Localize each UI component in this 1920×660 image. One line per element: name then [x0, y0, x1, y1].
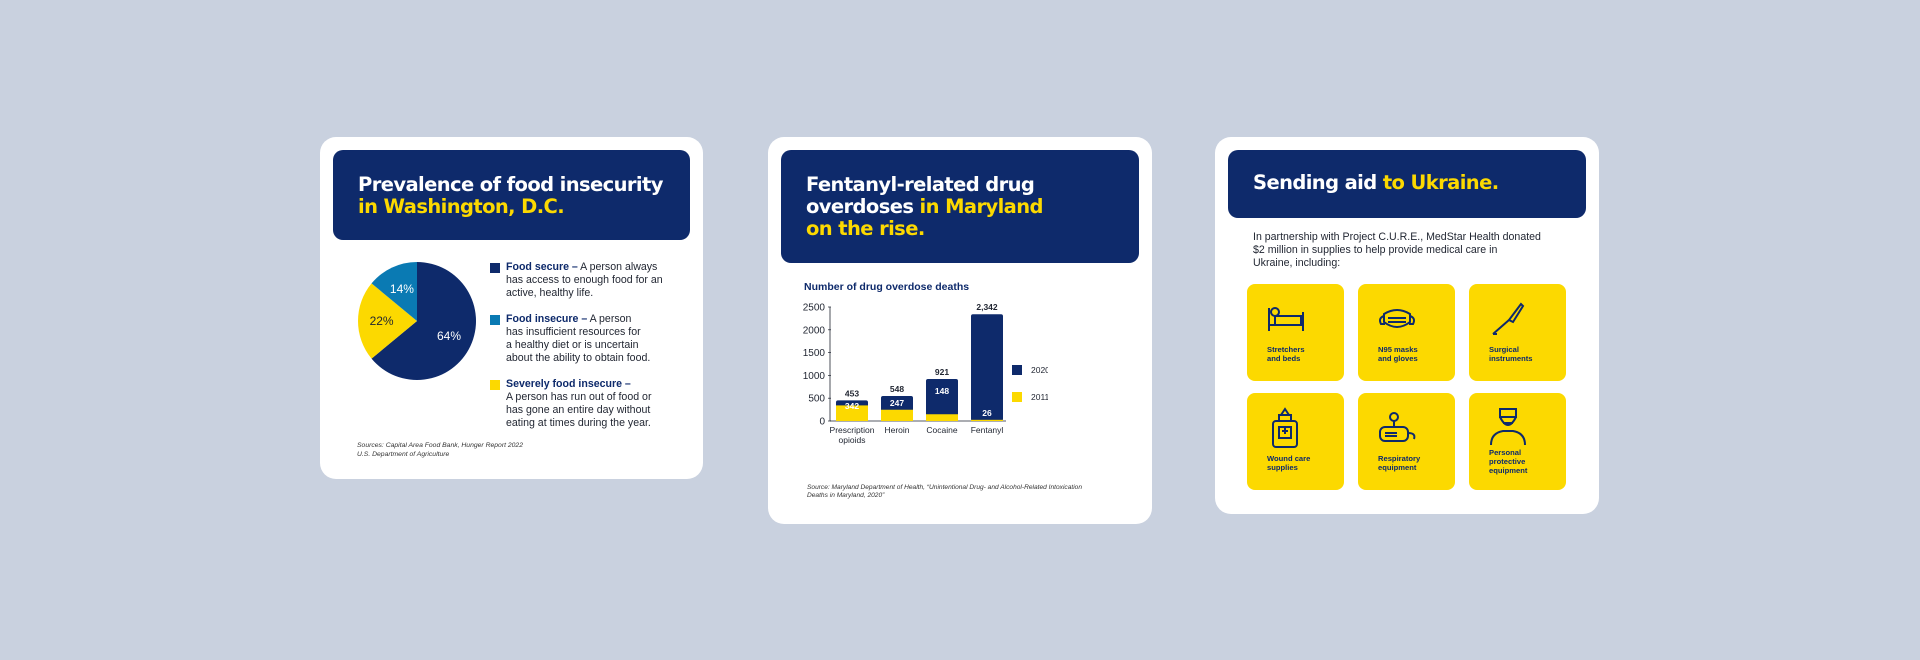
intro-text: In partnership with Project C.U.R.E., Me… [1253, 231, 1541, 269]
mask-icon [1379, 309, 1415, 328]
pie-label-food-insecure: 14% [390, 282, 414, 296]
legend-label-2011: 2011 [1031, 392, 1048, 402]
pie-slice-food-insecure [371, 262, 417, 321]
bar-2011 [971, 419, 1003, 421]
y-tick-label: 500 [808, 394, 825, 405]
bar-chart: 0 500 1000 1500 2000 2500 453 342 Prescriptionop… [803, 302, 1048, 445]
sources-note: Sources: Capital Area Food Bank, Hunger … [357, 442, 523, 458]
card-title: Fentanyl-related drug overdoses in Maryl… [806, 173, 1043, 240]
y-tick-label: 0 [819, 417, 825, 428]
x-tick-label: Heroin [884, 425, 909, 435]
card-banner: Sending aid to Ukraine. [1228, 150, 1586, 218]
value-label-2020: 921 [935, 367, 949, 377]
first-aid-bottle-icon [1272, 407, 1298, 448]
bar-2020 [926, 379, 958, 421]
pie-chart: 64% 22% 14% [358, 262, 476, 380]
legend-swatch-2011 [1012, 392, 1022, 402]
value-label-2011: 26 [982, 408, 992, 418]
bed-icon [1268, 307, 1304, 331]
y-tick-label: 2500 [803, 303, 826, 314]
tile-ppe: Personal protective equipment [1469, 393, 1566, 490]
legend-swatch [490, 315, 500, 325]
tile-surgical-instruments: Surgical instruments [1469, 284, 1566, 381]
bar-2011 [881, 409, 913, 421]
tile-n95-masks: N95 masks and gloves [1358, 284, 1455, 381]
ukraine-aid-card: Sending aid to Ukraine. In partnership w… [1215, 137, 1599, 514]
y-tick-label: 1500 [803, 348, 826, 359]
card-banner: Fentanyl-related drug overdoses in Maryl… [781, 150, 1139, 263]
tile-wound-care: Wound care supplies [1247, 393, 1344, 490]
value-label-2020: 453 [845, 388, 859, 398]
y-tick-label: 2000 [803, 325, 826, 336]
y-tick-label: 1000 [803, 371, 826, 382]
value-label-2011: 247 [890, 398, 904, 408]
pie-slice-severely-food-insecure [358, 283, 417, 359]
legend-swatch [490, 263, 500, 273]
pie-label-severely-food-insecure: 22% [370, 314, 394, 328]
medic-icon [1490, 408, 1526, 446]
pie-label-food-secure: 64% [437, 329, 461, 343]
value-label-2011: 148 [935, 386, 949, 396]
overdose-card: Fentanyl-related drug overdoses in Maryl… [768, 137, 1152, 524]
respirator-icon [1379, 412, 1416, 442]
food-insecurity-card: Prevalence of food insecurity in Washing… [320, 137, 703, 479]
tile-stretchers: Stretchers and beds [1247, 284, 1344, 381]
card-title: Sending aid to Ukraine. [1253, 171, 1499, 194]
bar-2011 [836, 405, 868, 421]
source-note: Source: Maryland Department of Health, “… [807, 484, 1083, 499]
value-label-2020: 2,342 [976, 302, 998, 312]
legend-swatch [490, 380, 500, 390]
scalpel-icon [1492, 302, 1525, 335]
x-tick-label: opioids [839, 435, 866, 445]
value-label-2020: 548 [890, 384, 904, 394]
legend-swatch-2020 [1012, 365, 1022, 375]
value-label-2011: 342 [845, 401, 859, 411]
x-tick-label: Prescription [830, 425, 875, 435]
tile-respiratory: Respiratory equipment [1358, 393, 1455, 490]
card-banner: Prevalence of food insecurity in Washing… [333, 150, 690, 240]
bar-2020 [971, 314, 1003, 421]
x-tick-label: Cocaine [926, 425, 957, 435]
legend-label-2020: 2020 [1031, 365, 1048, 375]
chart-title: Number of drug overdose deaths [804, 281, 970, 293]
bar-2011 [926, 414, 958, 421]
x-tick-label: Fentanyl [971, 425, 1004, 435]
card-title: Prevalence of food insecurity in Washing… [358, 173, 663, 218]
pie-slice-food-secure [371, 262, 476, 380]
